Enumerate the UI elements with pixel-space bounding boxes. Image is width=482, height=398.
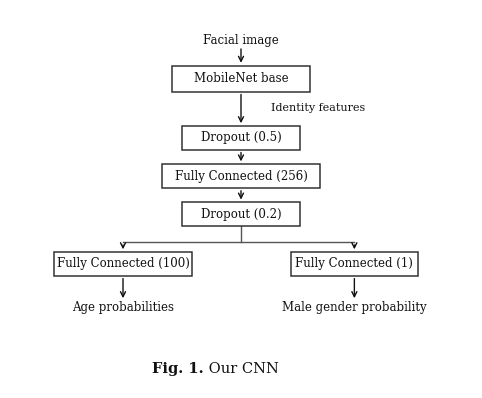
Text: Facial image: Facial image — [203, 34, 279, 47]
Text: MobileNet base: MobileNet base — [194, 72, 288, 85]
FancyBboxPatch shape — [182, 203, 300, 226]
FancyBboxPatch shape — [291, 252, 418, 276]
Text: Dropout (0.2): Dropout (0.2) — [201, 208, 281, 221]
FancyBboxPatch shape — [182, 126, 300, 150]
Text: Age probabilities: Age probabilities — [72, 301, 174, 314]
Text: Male gender probability: Male gender probability — [282, 301, 427, 314]
Text: Fully Connected (1): Fully Connected (1) — [295, 258, 413, 271]
Text: Fully Connected (256): Fully Connected (256) — [174, 170, 308, 183]
Text: Fig. 1.: Fig. 1. — [152, 362, 204, 376]
Text: Our CNN: Our CNN — [204, 362, 279, 376]
FancyBboxPatch shape — [54, 252, 192, 276]
Text: Identity features: Identity features — [271, 103, 365, 113]
Text: Dropout (0.5): Dropout (0.5) — [201, 131, 281, 144]
FancyBboxPatch shape — [162, 164, 320, 188]
FancyBboxPatch shape — [172, 66, 310, 92]
Text: Fully Connected (100): Fully Connected (100) — [56, 258, 189, 271]
